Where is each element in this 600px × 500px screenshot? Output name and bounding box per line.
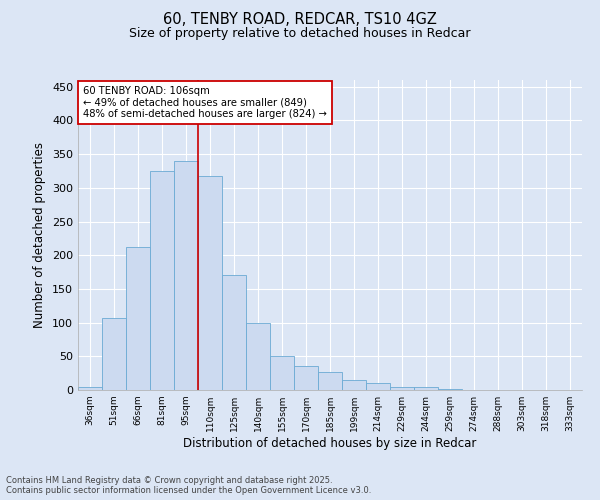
Bar (414, 388, 438, 390)
Bar (294, 366, 318, 390)
Bar (318, 372, 342, 390)
Text: 60, TENBY ROAD, REDCAR, TS10 4GZ: 60, TENBY ROAD, REDCAR, TS10 4GZ (163, 12, 437, 28)
Bar (366, 384, 390, 390)
Bar (150, 171, 174, 390)
Text: Size of property relative to detached houses in Redcar: Size of property relative to detached ho… (129, 28, 471, 40)
Bar (78, 386, 102, 390)
Bar (342, 380, 366, 390)
Bar (390, 388, 414, 390)
Y-axis label: Number of detached properties: Number of detached properties (34, 142, 46, 328)
Bar (174, 161, 198, 390)
Text: Contains HM Land Registry data © Crown copyright and database right 2025.
Contai: Contains HM Land Registry data © Crown c… (6, 476, 371, 495)
Bar (222, 276, 246, 390)
Bar (198, 176, 222, 390)
Bar (270, 356, 294, 390)
Bar (246, 322, 270, 390)
Text: 60 TENBY ROAD: 106sqm
← 49% of detached houses are smaller (849)
48% of semi-det: 60 TENBY ROAD: 106sqm ← 49% of detached … (83, 86, 327, 120)
X-axis label: Distribution of detached houses by size in Redcar: Distribution of detached houses by size … (184, 437, 476, 450)
Bar (102, 318, 126, 390)
Bar (126, 247, 150, 390)
